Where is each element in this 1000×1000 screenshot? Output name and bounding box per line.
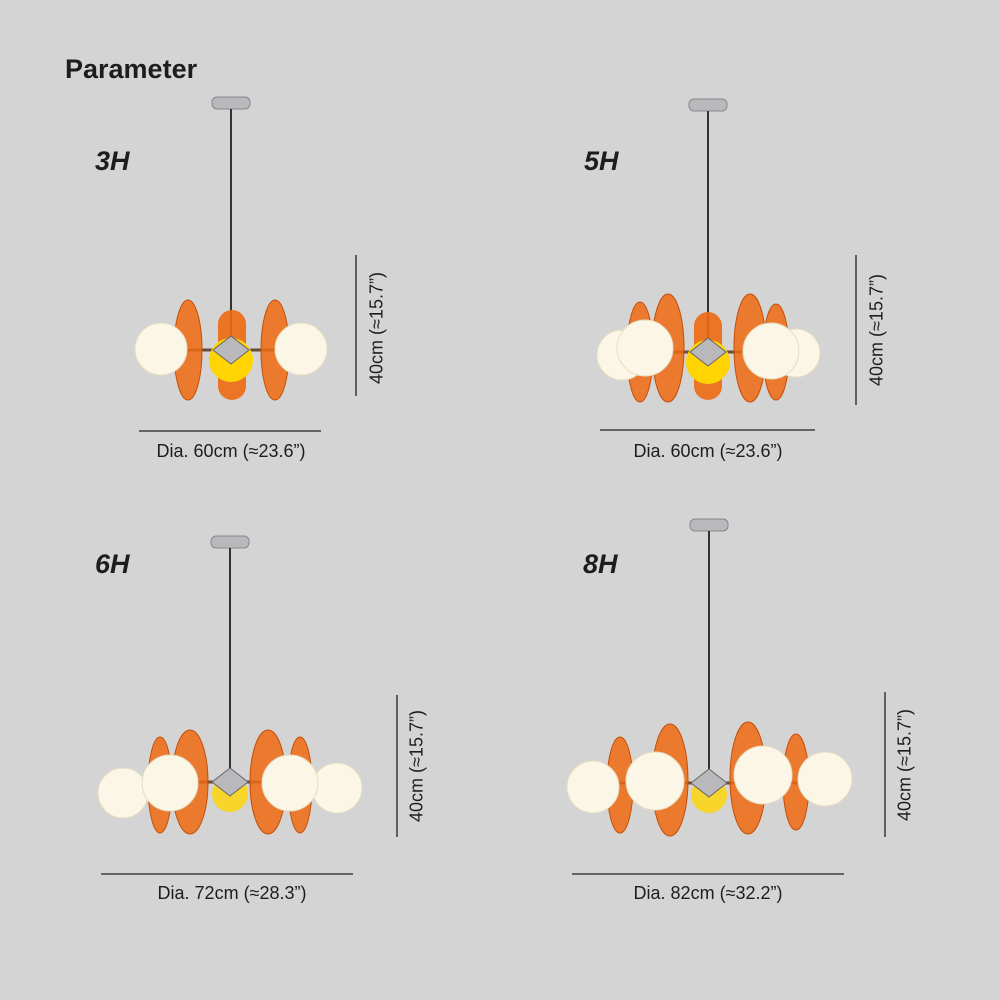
height-label-8h: 40cm (≈15.7”) <box>894 709 915 821</box>
chrome-hub-8h <box>690 768 728 798</box>
ceiling-canopy-5h <box>688 98 728 112</box>
glass-globe-8h <box>797 751 853 807</box>
glass-globe-8h <box>733 745 793 805</box>
ceiling-canopy-8h <box>689 518 729 532</box>
glass-globe-6h <box>261 754 319 812</box>
glass-globe-3h <box>134 322 188 376</box>
glass-globe-5h <box>742 322 800 380</box>
glass-globe-3h <box>274 322 328 376</box>
height-label-6h: 40cm (≈15.7”) <box>406 710 427 822</box>
glass-globe-6h <box>141 754 199 812</box>
glass-globe-5h <box>616 319 674 377</box>
glass-globe-8h <box>566 760 620 814</box>
variant-title-6h: 6H <box>95 549 130 579</box>
diameter-label-8h: Dia. 82cm (≈32.2”) <box>633 883 783 903</box>
chrome-hub-3h <box>212 335 250 365</box>
ceiling-canopy-3h <box>211 96 251 110</box>
glass-globe-6h <box>97 767 149 819</box>
height-label-5h: 40cm (≈15.7”) <box>866 274 887 386</box>
ceiling-canopy-6h <box>210 535 250 549</box>
chrome-hub-5h <box>689 337 727 367</box>
chrome-hub-6h <box>211 767 249 797</box>
variant-title-5h: 5H <box>584 146 619 176</box>
diameter-label-3h: Dia. 60cm (≈23.6”) <box>156 441 306 461</box>
diameter-label-6h: Dia. 72cm (≈28.3”) <box>157 883 307 903</box>
height-label-3h: 40cm (≈15.7”) <box>366 272 387 384</box>
diameter-label-5h: Dia. 60cm (≈23.6”) <box>633 441 783 461</box>
variant-title-3h: 3H <box>95 146 130 176</box>
glass-globe-8h <box>625 751 685 811</box>
glass-globe-6h <box>311 762 363 814</box>
page-title: Parameter <box>65 54 198 84</box>
variant-title-8h: 8H <box>583 549 618 579</box>
